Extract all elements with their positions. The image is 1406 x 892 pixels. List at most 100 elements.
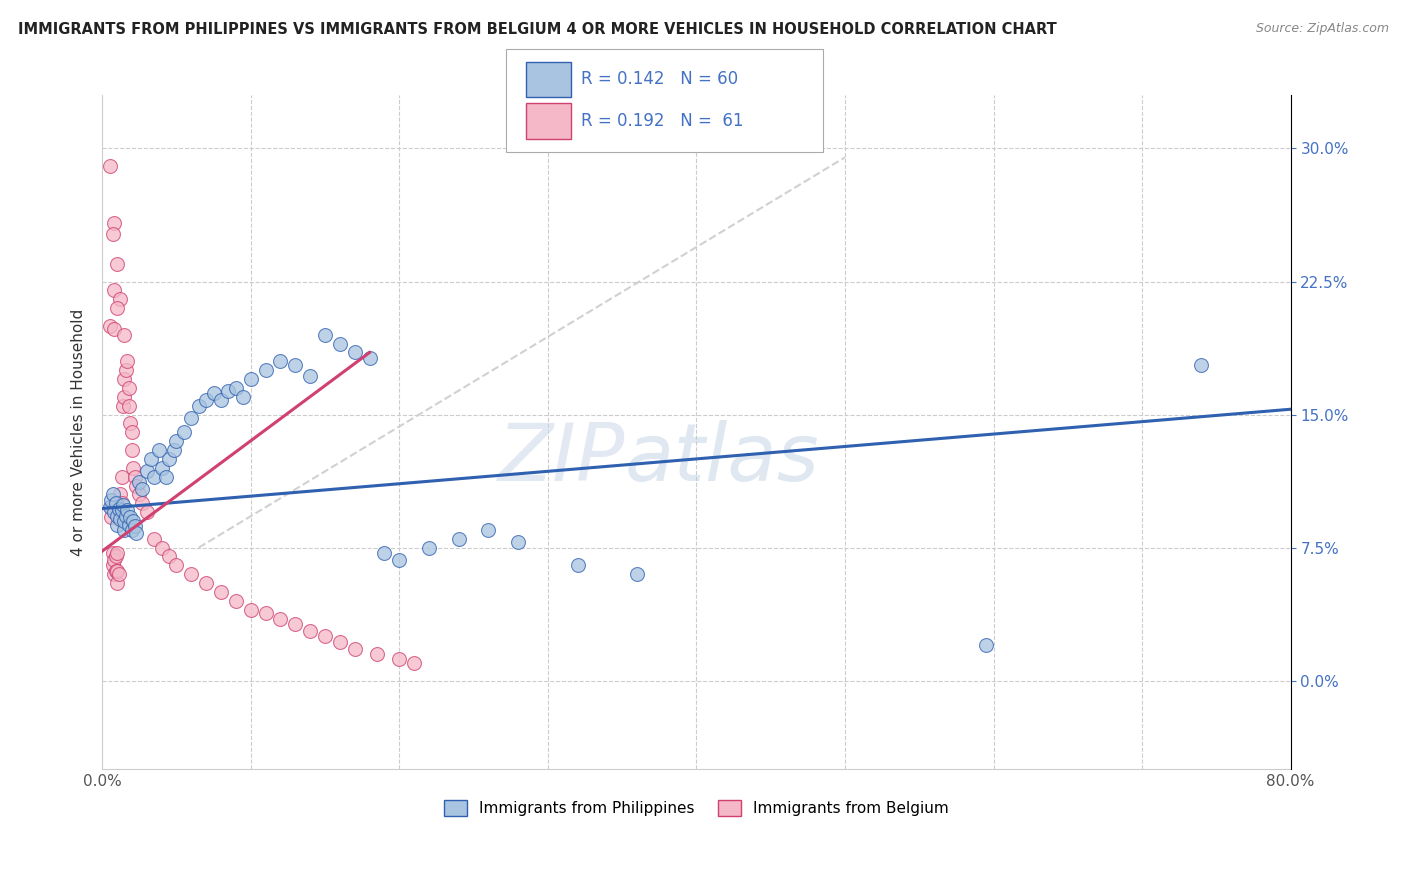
Point <box>111 498 134 512</box>
Point <box>103 553 125 567</box>
Text: R = 0.142   N = 60: R = 0.142 N = 60 <box>581 70 738 88</box>
Point <box>299 624 322 638</box>
Point <box>115 508 138 523</box>
Point <box>343 345 366 359</box>
Point <box>122 460 145 475</box>
Point <box>329 336 352 351</box>
Point <box>114 327 136 342</box>
Point <box>108 487 131 501</box>
Point <box>118 399 141 413</box>
Point <box>110 469 132 483</box>
Point <box>128 475 150 489</box>
Point <box>314 327 336 342</box>
Point <box>114 523 136 537</box>
Point <box>105 508 128 523</box>
Point <box>107 567 129 582</box>
Point <box>284 358 307 372</box>
Point <box>114 372 136 386</box>
Point <box>104 496 127 510</box>
Point <box>225 381 247 395</box>
Point <box>101 558 124 573</box>
Point <box>269 354 291 368</box>
Point <box>115 363 138 377</box>
Text: Source: ZipAtlas.com: Source: ZipAtlas.com <box>1256 22 1389 36</box>
Text: ZIP: ZIP <box>498 420 626 499</box>
Point <box>974 638 997 652</box>
Point <box>477 523 499 537</box>
Point <box>254 606 277 620</box>
Point <box>239 372 262 386</box>
Point <box>209 585 232 599</box>
Point <box>121 523 143 537</box>
Point <box>124 519 146 533</box>
Point <box>110 496 132 510</box>
Point <box>135 464 157 478</box>
Point <box>359 351 381 365</box>
Point <box>150 541 173 555</box>
Point <box>125 478 148 492</box>
Point <box>135 505 157 519</box>
Point <box>218 384 240 399</box>
Point <box>100 500 122 514</box>
Point <box>108 512 131 526</box>
Point <box>98 159 121 173</box>
Point <box>108 292 131 306</box>
Point <box>105 257 128 271</box>
Point <box>104 564 127 578</box>
Point <box>131 482 153 496</box>
Point <box>120 417 142 431</box>
Point <box>104 549 127 564</box>
Point <box>120 510 142 524</box>
Point <box>98 500 121 514</box>
Point <box>166 558 188 573</box>
Point <box>155 469 177 483</box>
Point <box>105 576 128 591</box>
Point <box>157 549 180 564</box>
Point <box>117 503 139 517</box>
Text: IMMIGRANTS FROM PHILIPPINES VS IMMIGRANTS FROM BELGIUM 4 OR MORE VEHICLES IN HOU: IMMIGRANTS FROM PHILIPPINES VS IMMIGRANT… <box>18 22 1057 37</box>
Point <box>180 567 202 582</box>
Point <box>195 393 218 408</box>
Point <box>150 460 173 475</box>
Point <box>202 386 225 401</box>
Point <box>284 616 307 631</box>
Point <box>299 368 322 383</box>
Point <box>388 553 411 567</box>
Point <box>329 634 352 648</box>
Point <box>105 517 128 532</box>
Point <box>148 443 170 458</box>
Point <box>447 532 470 546</box>
Point <box>128 487 150 501</box>
Point <box>343 641 366 656</box>
Point <box>103 216 125 230</box>
Point <box>118 381 141 395</box>
Point <box>100 510 122 524</box>
Point <box>418 541 440 555</box>
Point <box>187 399 209 413</box>
Point <box>101 227 124 241</box>
Point <box>100 492 122 507</box>
Point <box>117 354 139 368</box>
Point <box>232 390 254 404</box>
Point <box>131 496 153 510</box>
Point <box>121 443 143 458</box>
Point <box>114 390 136 404</box>
Point <box>98 318 121 333</box>
Point <box>105 546 128 560</box>
Text: R = 0.192   N =  61: R = 0.192 N = 61 <box>581 112 744 130</box>
Point <box>143 469 166 483</box>
Point <box>111 399 134 413</box>
Point <box>404 656 426 670</box>
Point <box>143 532 166 546</box>
Point <box>141 451 163 466</box>
Point <box>124 469 146 483</box>
Point <box>103 567 125 582</box>
Point <box>508 535 530 549</box>
Point <box>101 546 124 560</box>
Point <box>121 425 143 440</box>
Y-axis label: 4 or more Vehicles in Household: 4 or more Vehicles in Household <box>72 309 86 556</box>
Point <box>373 546 395 560</box>
Point <box>314 629 336 643</box>
Point <box>225 594 247 608</box>
Point <box>162 443 184 458</box>
